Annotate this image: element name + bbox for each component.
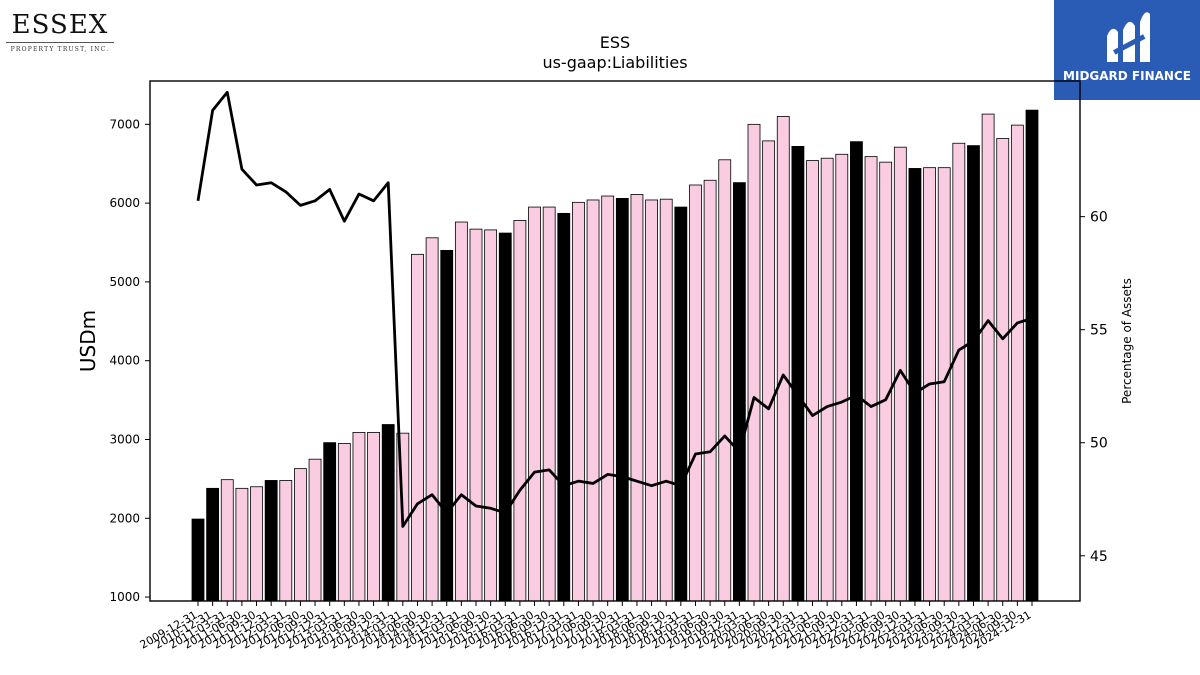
bar-2019-03-31	[689, 184, 702, 602]
essex-logo-rule	[6, 42, 114, 43]
bar-2011-03-31	[220, 479, 234, 602]
y-tick-label: 6000	[109, 196, 140, 210]
bar-2018-06-30	[645, 199, 658, 602]
bar-2022-06-30	[879, 161, 893, 602]
bar-2020-03-31	[747, 123, 761, 602]
y-tick-label: 4000	[109, 354, 140, 368]
y-axis-label: USDm	[76, 310, 100, 372]
bar-2019-06-30	[703, 179, 717, 602]
y2-tick-label: 50	[1090, 436, 1108, 452]
bar-2011-12-31	[264, 480, 278, 602]
bar-2016-06-30	[528, 206, 541, 602]
bar-2013-03-31	[337, 443, 351, 602]
bar-2024-03-31	[981, 113, 995, 602]
essex-logo-name: ESSEX	[11, 10, 109, 40]
bar-2021-06-30	[820, 157, 834, 602]
y-tick-label: 2000	[109, 511, 140, 525]
bar-2014-06-30	[411, 253, 424, 602]
y-tick-label: 5000	[109, 275, 140, 289]
bar-2018-09-30	[659, 198, 673, 602]
bar-2014-09-30	[425, 237, 439, 602]
chart-title: ESS	[600, 33, 630, 52]
midgard-finance-logo: MIDGARD FINANCE	[1054, 0, 1200, 100]
bar-2020-09-30	[776, 116, 790, 602]
bar-2013-09-30	[367, 431, 380, 602]
bar-2023-06-30	[937, 167, 951, 602]
bar-2023-12-31	[967, 145, 980, 602]
bar-2020-12-31	[791, 145, 805, 602]
y2-axis-label: Percentage of Assets	[1120, 278, 1134, 404]
bar-2012-06-30	[294, 468, 307, 602]
bar-2012-09-30	[308, 458, 322, 602]
bar-2024-09-30	[1010, 124, 1024, 602]
essex-logo-subtitle: PROPERTY TRUST, INC.	[10, 46, 110, 53]
bar-2018-03-31	[630, 194, 644, 602]
bar-2024-12-31	[1025, 109, 1039, 602]
midgard-mark-icon	[1107, 12, 1150, 62]
y-tick-label: 1000	[109, 590, 140, 604]
bar-2015-06-30	[469, 228, 483, 602]
bar-2013-06-30	[352, 431, 366, 602]
bar-2019-09-30	[718, 159, 732, 602]
bar-2022-03-31	[864, 156, 878, 602]
bar-2012-12-31	[323, 442, 337, 602]
y2-tick-label: 60	[1090, 210, 1108, 226]
bar-2014-12-31	[440, 249, 454, 602]
bar-2017-12-31	[615, 197, 629, 602]
bar-2015-09-30	[484, 229, 498, 602]
bar-2020-06-30	[762, 140, 776, 602]
bar-2015-12-31	[498, 232, 512, 602]
chart-subtitle: us-gaap:Liabilities	[542, 53, 687, 72]
midgard-logo-name: MIDGARD FINANCE	[1063, 69, 1191, 83]
bar-2021-12-31	[850, 141, 863, 602]
bar-2023-09-30	[952, 142, 966, 602]
bar-2017-03-31	[572, 201, 585, 602]
bar-2015-03-31	[454, 221, 468, 602]
bar-2018-12-31	[674, 206, 688, 602]
plot-frame	[149, 80, 1081, 602]
bar-2011-06-30	[235, 487, 249, 602]
bar-2016-03-31	[513, 220, 527, 602]
percentage-of-assets-line	[196, 90, 1033, 528]
bar-2016-09-30	[542, 206, 556, 602]
bar-2022-09-30	[893, 146, 907, 602]
bar-2021-09-30	[835, 153, 849, 602]
bar-2009-12-31	[191, 518, 205, 602]
y-tick-label: 3000	[109, 432, 140, 446]
bar-2017-09-30	[601, 195, 615, 602]
bar-2013-12-31	[381, 424, 395, 602]
bar-2024-06-30	[996, 138, 1010, 602]
bar-2012-03-31	[279, 480, 293, 602]
bar-2021-03-31	[806, 160, 819, 602]
y2-tick-label: 45	[1090, 549, 1108, 565]
bar-2011-09-30	[250, 486, 263, 602]
bar-2017-06-30	[586, 199, 600, 602]
bar-2019-12-31	[732, 182, 746, 602]
y-tick-label: 7000	[109, 117, 140, 131]
bar-2016-12-31	[557, 212, 571, 602]
essex-logo: ESSEX PROPERTY TRUST, INC.	[6, 10, 114, 53]
bar-2010-12-31	[206, 487, 220, 602]
y2-tick-label: 55	[1090, 323, 1108, 339]
